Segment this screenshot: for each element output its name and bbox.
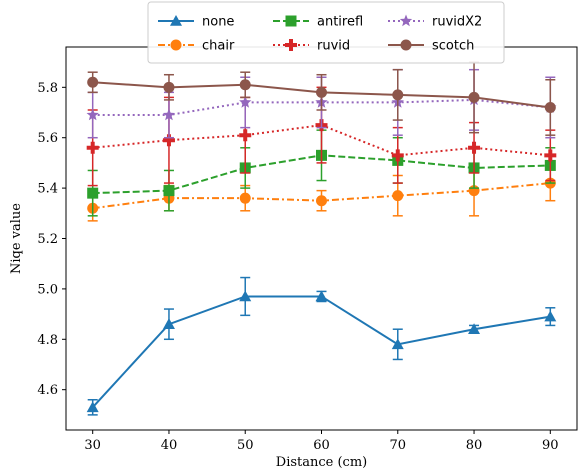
data-point (239, 129, 252, 142)
data-point (239, 192, 251, 204)
data-point (391, 338, 404, 350)
legend-marker (170, 15, 182, 26)
series-line (91, 295, 551, 408)
data-point (163, 185, 175, 197)
data-point (468, 141, 481, 154)
x-tick-label: 80 (466, 438, 483, 453)
y-tick-label: 5.2 (37, 232, 58, 247)
legend-label: antirefl (317, 15, 363, 30)
legend-label: ruvidX2 (432, 15, 482, 30)
y-tick-label: 4.8 (37, 333, 58, 348)
data-point (392, 89, 404, 101)
series-layer (86, 61, 557, 416)
y-tick-label: 5.0 (37, 282, 58, 297)
legend-label: chair (202, 39, 235, 54)
data-point (86, 141, 99, 154)
legend-marker (170, 39, 182, 51)
data-point (316, 86, 327, 98)
data-point (86, 108, 99, 121)
data-point (315, 290, 328, 302)
data-point (239, 290, 252, 302)
legend: none chair antirefl ruvid ruvidX2 scotch (147, 1, 505, 64)
legend-marker (285, 39, 297, 51)
x-tick-label: 90 (542, 438, 559, 453)
legend-item: chair (158, 39, 235, 54)
series-scotch (87, 61, 556, 136)
legend-label: none (202, 15, 234, 30)
data-point (392, 190, 404, 202)
legend-label: ruvid (317, 39, 350, 54)
legend-box (147, 1, 505, 64)
data-point (162, 318, 175, 329)
legend-label: scotch (432, 39, 474, 54)
x-tick-label: 50 (237, 438, 254, 453)
x-tick-label: 70 (389, 438, 406, 453)
data-point (391, 149, 404, 162)
legend-marker (285, 15, 297, 27)
data-point (162, 134, 175, 147)
legend-item: antirefl (273, 15, 363, 30)
data-point (468, 323, 481, 335)
x-axis: 30 40 50 60 70 80 90 (84, 430, 559, 453)
data-point (316, 195, 327, 207)
y-axis: 4.6 4.8 5.0 5.2 5.4 5.6 5.8 (37, 81, 66, 398)
data-point (544, 101, 556, 113)
legend-item: ruvid (273, 39, 350, 54)
data-point (544, 310, 557, 322)
data-point (87, 187, 99, 199)
legend-marker (400, 39, 412, 51)
legend-marker (399, 14, 413, 27)
legend-item: scotch (388, 39, 474, 54)
data-point (239, 79, 251, 91)
x-tick-label: 30 (84, 438, 101, 453)
x-axis-label: Distance (cm) (276, 455, 367, 470)
x-tick-label: 60 (313, 438, 330, 453)
y-tick-label: 4.6 (37, 383, 58, 398)
y-tick-label: 5.6 (37, 131, 58, 146)
data-point (468, 91, 480, 103)
legend-item: ruvidX2 (388, 14, 482, 30)
series-none (86, 276, 557, 416)
data-point (544, 149, 557, 162)
data-point (86, 401, 99, 413)
x-tick-label: 40 (161, 438, 178, 453)
data-point (239, 95, 252, 108)
y-tick-label: 5.4 (37, 182, 58, 197)
y-axis-label: Niqe value (9, 203, 24, 274)
data-point (162, 108, 176, 121)
data-point (87, 76, 99, 88)
legend-item: none (158, 15, 234, 30)
y-tick-label: 5.8 (37, 81, 58, 96)
data-point (163, 81, 175, 93)
